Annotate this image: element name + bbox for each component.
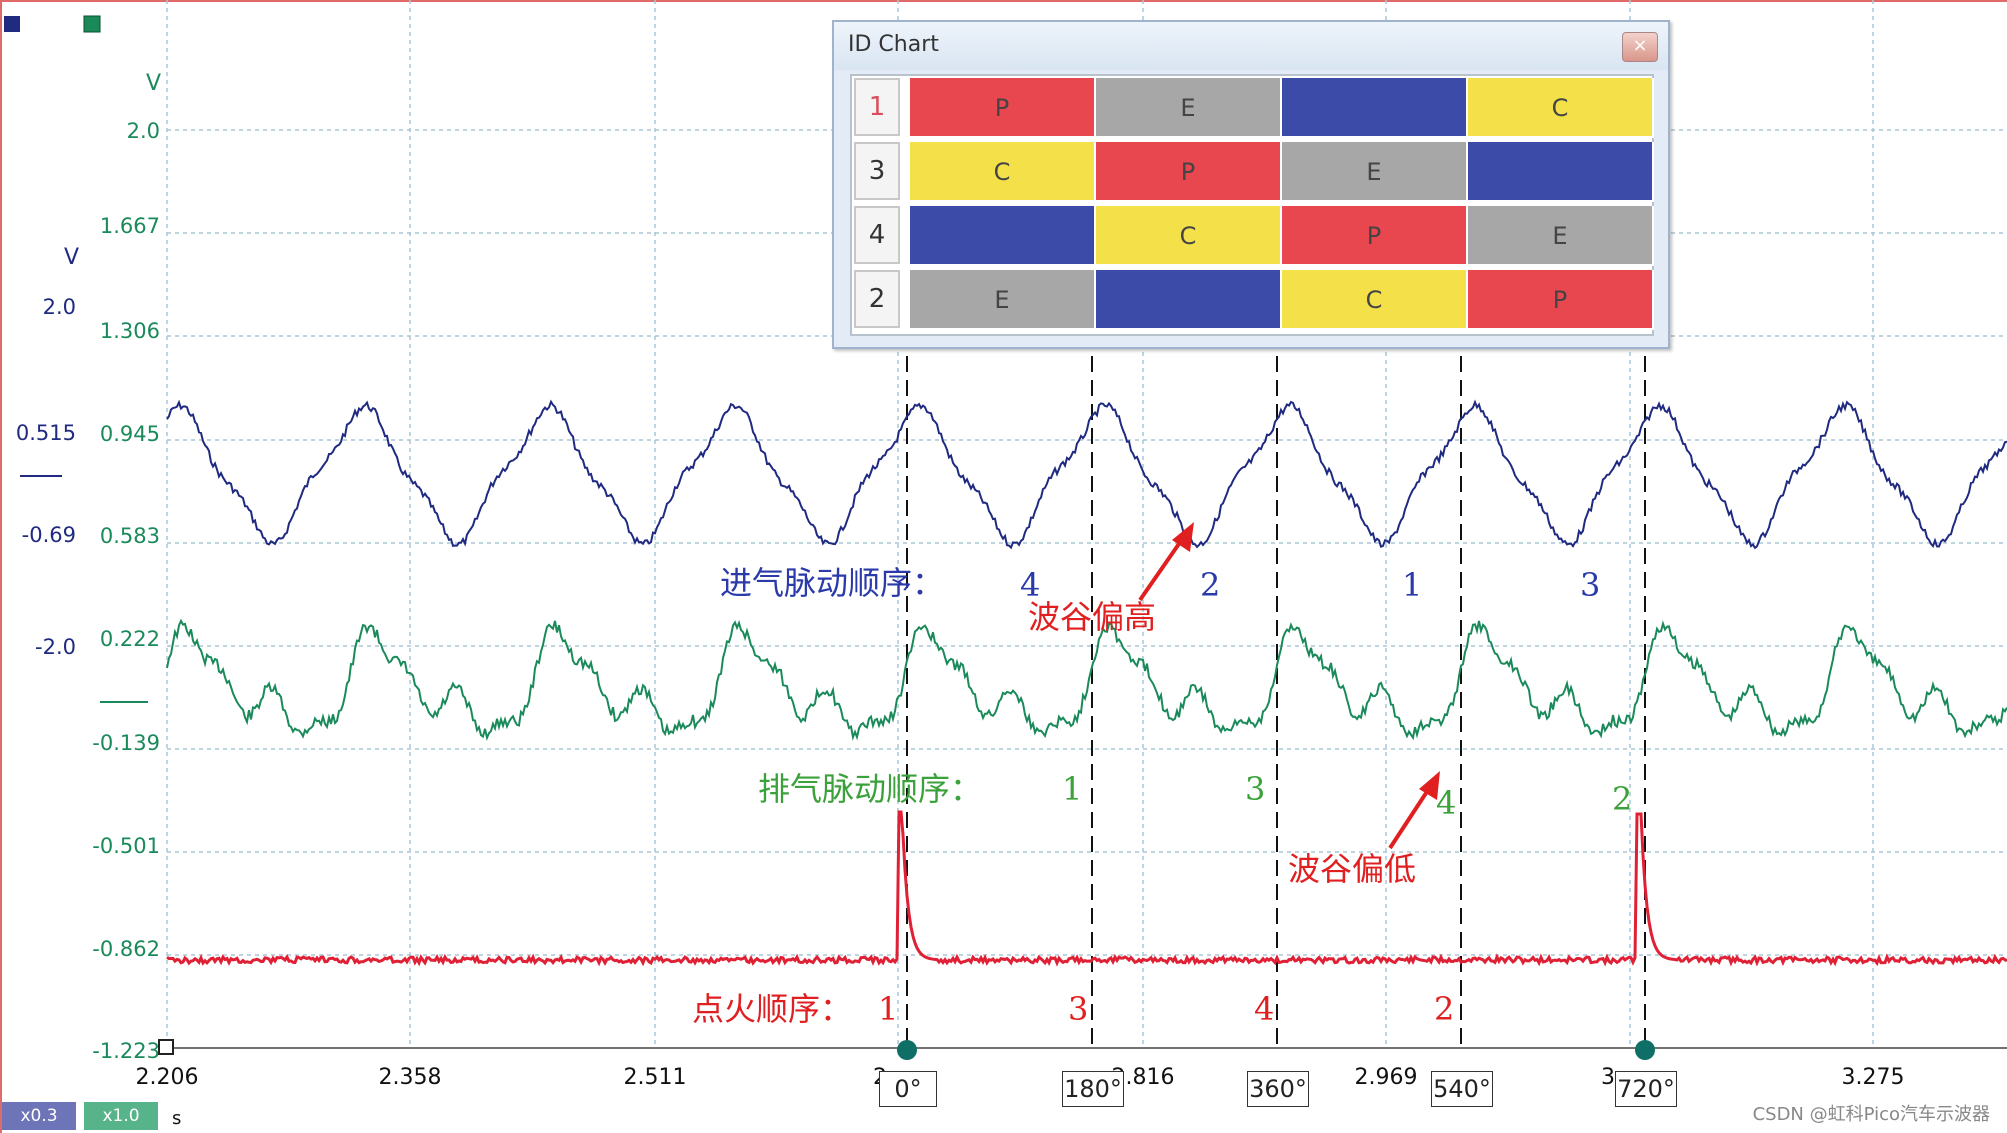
intake-order-number: 3 — [1580, 566, 1600, 604]
id-chart-row-label: 1 — [854, 78, 900, 136]
exhaust-order-title: 排气脉动顺序： — [758, 770, 982, 808]
blue-axis-unit: V — [64, 245, 79, 270]
exhaust-note-arrow — [1388, 771, 1440, 850]
id-chart-titlebar[interactable] — [834, 22, 1668, 70]
intake-note: 波谷偏高 — [1028, 598, 1156, 636]
id-chart-cell — [910, 206, 1096, 266]
x-tick-label: 3 — [1601, 1065, 1615, 1090]
green-axis-unit: V — [146, 71, 161, 96]
ignition-order-number: 1 — [878, 990, 898, 1028]
intake-trace — [166, 399, 2007, 550]
green-tick-label: 0.945 — [100, 422, 160, 446]
ignition-order-title: 点火顺序： — [692, 990, 852, 1028]
x-tick-label: 2.511 — [624, 1065, 687, 1090]
watermark: CSDN @虹科Pico汽车示波器 — [1753, 1104, 1990, 1125]
intake-order-number: 1 — [1402, 566, 1422, 604]
angle-badge: 540° — [1431, 1071, 1493, 1107]
exhaust-order-number: 3 — [1245, 770, 1265, 808]
id-chart-cell: C — [910, 142, 1096, 202]
green-tick-label: -1.223 — [92, 1039, 160, 1063]
id-chart-cell: C — [1096, 206, 1282, 266]
cursor-handle[interactable] — [1635, 1040, 1655, 1060]
ignition-order-number: 3 — [1068, 990, 1088, 1028]
intake-note-arrow — [1138, 522, 1194, 602]
id-chart-cell: P — [1468, 270, 1654, 330]
ignition-order-number: 4 — [1254, 990, 1274, 1028]
id-chart-cell: E — [1282, 142, 1468, 202]
x-tick-label: 3.275 — [1842, 1065, 1905, 1090]
angle-badge: 0° — [879, 1071, 937, 1107]
zoom-x-button[interactable]: x0.3 — [2, 1102, 76, 1130]
id-chart-cell — [1282, 78, 1468, 138]
id-chart-cell: E — [910, 270, 1096, 330]
green-tick-label: 1.306 — [100, 319, 160, 343]
green-tick-label: -0.139 — [92, 731, 160, 755]
trigger-marker[interactable] — [158, 1039, 174, 1055]
exhaust-order-number: 1 — [1062, 770, 1082, 808]
channel-b-indicator[interactable] — [83, 15, 101, 33]
angle-badge: 360° — [1247, 1071, 1309, 1107]
id-chart-row-label: 2 — [854, 270, 900, 328]
exhaust-order-number: 4 — [1436, 784, 1456, 822]
close-button[interactable]: × — [1622, 32, 1658, 62]
green-tick-label: -0.501 — [92, 834, 160, 858]
green-tick-label: 0.222 — [100, 627, 160, 651]
traces — [166, 399, 2007, 967]
ignition-order-number: 2 — [1434, 990, 1454, 1028]
id-chart-cell: P — [910, 78, 1096, 138]
exhaust-order-number: 2 — [1612, 780, 1632, 818]
ignition-trace — [166, 810, 2007, 967]
id-chart-row-label: 3 — [854, 142, 900, 200]
id-chart-title: ID Chart — [848, 32, 939, 57]
id-chart-cell: E — [1468, 206, 1654, 266]
id-chart-cell: C — [1468, 78, 1654, 138]
blue-tick-label: 0.515 — [16, 421, 76, 445]
id-chart-cell: P — [1096, 142, 1282, 202]
blue-tick-label: 2.0 — [43, 295, 76, 319]
grid — [166, 0, 2007, 1049]
channel-a-indicator[interactable] — [4, 16, 20, 32]
id-chart-cell — [1468, 142, 1654, 202]
zoom-y-button[interactable]: x1.0 — [84, 1102, 158, 1130]
id-chart-row-label: 4 — [854, 206, 900, 264]
id-chart-cell: C — [1282, 270, 1468, 330]
angle-badge: 720° — [1615, 1071, 1677, 1107]
intake-order-title: 进气脉动顺序： — [720, 564, 944, 602]
intake-order-number: 4 — [1020, 566, 1040, 604]
green-tick-label: 0.583 — [100, 524, 160, 548]
intake-order-number: 2 — [1200, 566, 1220, 604]
x-tick-label: 2.206 — [136, 1065, 199, 1090]
id-chart-cell: P — [1282, 206, 1468, 266]
x-tick-label: 2.358 — [379, 1065, 442, 1090]
blue-tick-label: -2.0 — [35, 635, 76, 659]
id-chart-cell — [1096, 270, 1282, 330]
green-tick-label: -0.862 — [92, 937, 160, 961]
angle-badge: 180° — [1062, 1071, 1124, 1107]
id-chart-cell: E — [1096, 78, 1282, 138]
green-tick-label: 1.667 — [100, 214, 160, 238]
blue-tick-label: -0.69 — [22, 523, 76, 547]
exhaust-trace — [166, 618, 2007, 742]
green-tick-label: 2.0 — [127, 119, 160, 143]
x-unit: s — [172, 1108, 181, 1129]
exhaust-note: 波谷偏低 — [1288, 850, 1416, 888]
annotation-labels: 4 2 1 3 1 3 4 2 1 3 4 2 — [878, 566, 1632, 1028]
x-tick-label: 2.969 — [1355, 1065, 1418, 1090]
cursor-handle[interactable] — [897, 1040, 917, 1060]
